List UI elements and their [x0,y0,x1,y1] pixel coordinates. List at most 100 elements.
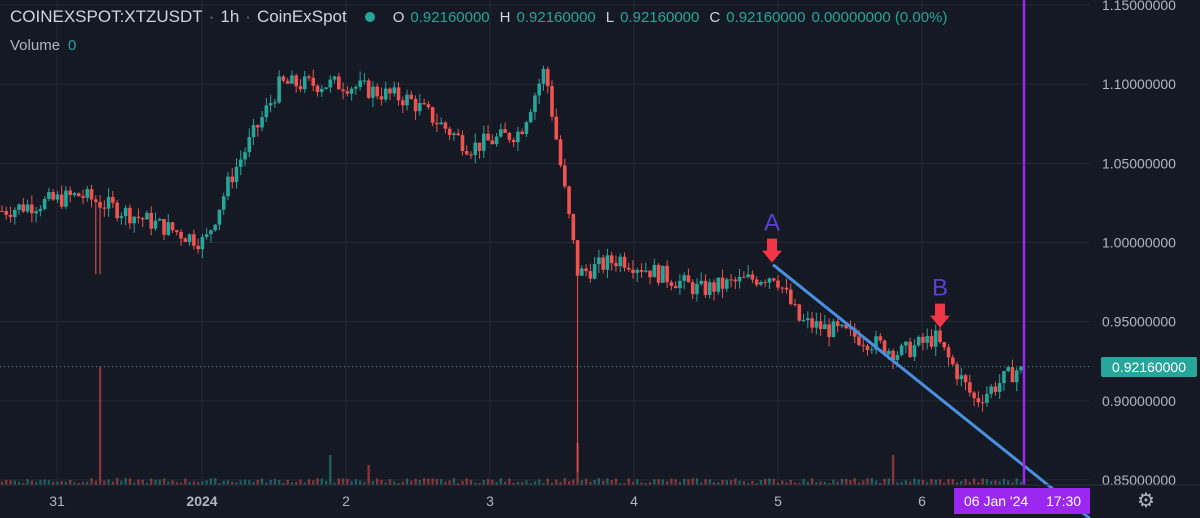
volume-bar [98,367,102,485]
volume-bar [312,480,315,485]
candle-body [614,263,618,267]
candle-body [281,76,286,81]
candle-body [848,328,853,330]
candle-body [742,276,746,278]
volume-bar [951,479,954,485]
candle-body [737,276,742,282]
volume-bar [43,479,46,485]
gear-icon[interactable]: ⚙ [1137,490,1155,512]
volume-legend[interactable]: Volume 0 [10,37,76,54]
candle-body [170,222,175,231]
candle-body [823,324,827,330]
volume-bar [367,465,370,485]
volume-bar [107,479,110,485]
volume-bar [439,479,443,485]
candle-body [993,386,998,392]
volume-bar [926,481,929,485]
candle-body [383,88,388,100]
candle-body [324,87,328,89]
candle-body [835,321,840,327]
candle-body [76,193,81,197]
candle-body [533,95,537,112]
candle-body [1014,370,1019,383]
volume-bar [516,481,520,485]
candle-body [784,287,789,290]
volume-bar [542,482,545,485]
candle-body [405,94,409,106]
volume-bar [913,478,916,485]
y-tick-label-5: 0.90000000 [1102,393,1176,409]
candle-body [976,398,981,403]
volume-bar [9,480,12,485]
volume-bar [218,482,221,485]
candle-body [366,80,371,98]
candle-body [166,222,171,235]
volume-bar [410,480,413,485]
candle-body [682,275,686,281]
volume-bar [86,481,89,485]
volume-bar [465,478,468,485]
volume-bar [299,479,302,485]
candle-body [375,86,379,97]
volume-bar [746,482,750,485]
volume-bar [13,480,16,485]
candle-body [247,137,252,153]
candle-body [123,207,128,217]
volume-bar [887,478,891,485]
candle-body [145,212,149,220]
interval-label[interactable]: 1h [220,7,240,26]
candle-body [771,278,776,281]
candle-body [341,89,345,92]
volume-bar [559,481,562,485]
volume-bar [985,479,989,485]
volume-bar [601,480,605,485]
volume-bar [320,478,323,485]
volume-bar [610,480,613,485]
volume-bar [567,481,571,485]
volume-bar [700,482,703,485]
x-tick-label-1: 2024 [186,493,217,509]
candle-body [699,280,704,284]
volume-bar [896,482,899,485]
candle-body [4,211,9,215]
candle-body [550,86,554,117]
volume-bar [0,481,4,485]
candle-body [695,283,699,295]
volume-bar [448,480,451,485]
volume-bar [324,480,328,485]
candle-body [716,277,721,292]
candle-body [874,336,878,350]
volume-bar [721,480,724,485]
candle-body [959,375,964,380]
high-value: 0.92160000 [516,8,596,26]
candle-body [473,142,478,156]
symbol-name[interactable]: COINEXSPOT:XTZUSDT [10,7,203,26]
candle-body [486,133,490,141]
candle-body [989,386,993,394]
volume-bar [350,481,353,485]
change-value: 0.00000000 (0.00%) [811,8,948,26]
volume-bar [5,479,8,485]
volume-bar [69,479,72,485]
volume-bar [806,481,810,485]
candle-body [85,189,90,198]
volume-bar [627,478,630,485]
volume-bar [56,481,59,485]
volume-bar [30,480,34,485]
volume-bar [452,478,456,485]
candle-body [400,100,405,106]
volume-bar [171,480,174,485]
candle-body [750,274,755,280]
candle-body [81,196,85,198]
volume-bar [380,479,383,485]
candle-body [656,264,661,283]
candle-body [464,151,469,155]
candle-body [256,125,260,128]
volume-bar [358,480,362,485]
volume-bar [930,479,933,485]
candle-body [712,282,716,292]
candle-body [264,105,269,118]
volume-bar [179,482,183,485]
candle-body [328,79,333,88]
